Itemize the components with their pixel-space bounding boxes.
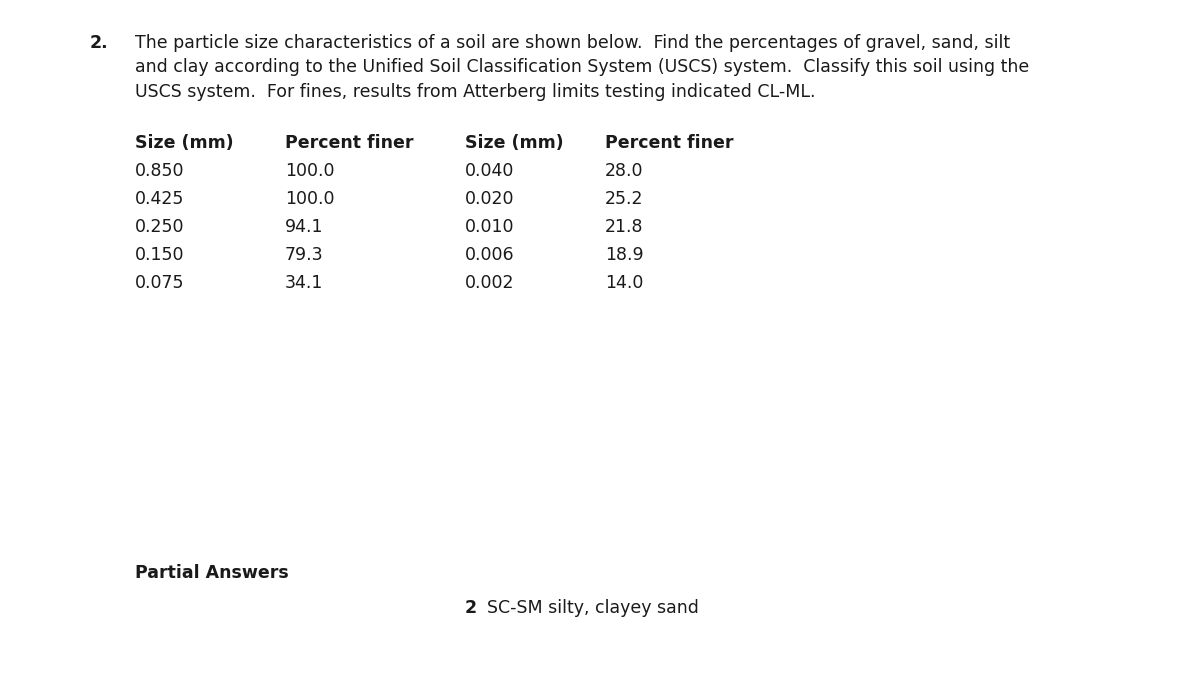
Text: 100.0: 100.0: [286, 162, 335, 180]
Text: 79.3: 79.3: [286, 246, 324, 264]
Text: 0.020: 0.020: [466, 190, 515, 208]
Text: 0.075: 0.075: [134, 274, 185, 292]
Text: 100.0: 100.0: [286, 190, 335, 208]
Text: 34.1: 34.1: [286, 274, 323, 292]
Text: 0.150: 0.150: [134, 246, 185, 264]
Text: 94.1: 94.1: [286, 218, 324, 236]
Text: 0.002: 0.002: [466, 274, 515, 292]
Text: Percent finer: Percent finer: [286, 134, 414, 152]
Text: 0.250: 0.250: [134, 218, 185, 236]
Text: SC-SM silty, clayey sand: SC-SM silty, clayey sand: [487, 599, 698, 617]
Text: 0.850: 0.850: [134, 162, 185, 180]
Text: Size (mm): Size (mm): [466, 134, 564, 152]
Text: 0.006: 0.006: [466, 246, 515, 264]
Text: 2.: 2.: [90, 34, 109, 52]
Text: 28.0: 28.0: [605, 162, 643, 180]
Text: 25.2: 25.2: [605, 190, 643, 208]
Text: 18.9: 18.9: [605, 246, 643, 264]
Text: 0.425: 0.425: [134, 190, 185, 208]
Text: 0.040: 0.040: [466, 162, 515, 180]
Text: Partial Answers: Partial Answers: [134, 564, 289, 582]
Text: The particle size characteristics of a soil are shown below.  Find the percentag: The particle size characteristics of a s…: [134, 34, 1030, 101]
Text: Size (mm): Size (mm): [134, 134, 234, 152]
Text: 2: 2: [466, 599, 478, 617]
Text: 14.0: 14.0: [605, 274, 643, 292]
Text: Percent finer: Percent finer: [605, 134, 733, 152]
Text: 0.010: 0.010: [466, 218, 515, 236]
Text: 21.8: 21.8: [605, 218, 643, 236]
